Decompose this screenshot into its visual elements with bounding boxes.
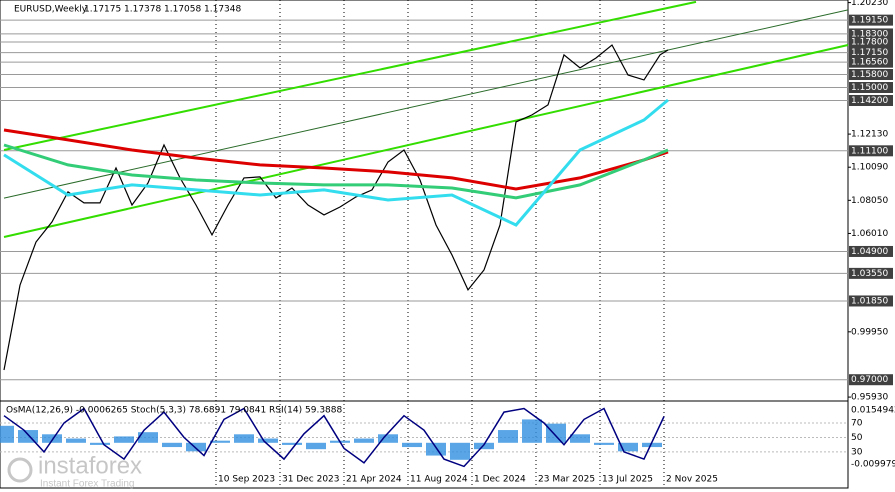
y-tick-label: 0.99950 (851, 327, 888, 337)
osma-bar (114, 436, 134, 443)
x-tick-label: 11 Aug 2024 (410, 475, 468, 485)
osma-bar (18, 430, 38, 443)
level-box (849, 28, 893, 40)
osma-bar (258, 438, 278, 443)
level-box (849, 14, 893, 26)
osma-bar (66, 438, 86, 443)
osma-bar (42, 434, 62, 443)
price-line (3, 128, 669, 191)
x-tick-label: 2 Nov 2025 (666, 475, 718, 485)
x-tick-label: 21 Apr 2024 (346, 475, 402, 485)
osma-bar (618, 442, 638, 452)
osma-bar (642, 442, 662, 448)
level-label: 1.17150 (851, 48, 888, 58)
osma-bar (594, 442, 614, 445)
osma-bar (162, 442, 182, 448)
y-tick-label: 1.20230 (851, 0, 888, 8)
trendline (3, 0, 697, 151)
level-label: 1.16560 (851, 58, 888, 68)
osma-bar (234, 434, 254, 443)
x-tick-label: 10 Sep 2023 (218, 475, 275, 485)
watermark-sub: Instant Forex Trading (40, 479, 135, 490)
level-label: 0.97000 (851, 375, 888, 385)
osma-bar (354, 438, 374, 443)
ohlc-value: 1.17378 (124, 5, 161, 15)
level-box (849, 94, 893, 106)
y-tick-label: 1.06010 (851, 229, 888, 239)
x-tick-label: 23 Mar 2025 (538, 475, 595, 485)
ohlc-value: 1.17058 (164, 5, 201, 15)
level-box (849, 69, 893, 81)
osma-bar (570, 434, 590, 443)
indicator-title: OsMA(12,26,9) -0.0006265 Stoch(5,3,3) 78… (6, 406, 342, 416)
x-tick-label: 31 Dec 2023 (282, 475, 340, 485)
price-line (3, 143, 669, 200)
level-label: 1.03550 (851, 269, 888, 279)
level-box (849, 82, 893, 93)
osma-bar (186, 442, 206, 452)
ohlc-value: 1.17175 (84, 5, 121, 15)
level-box (849, 145, 893, 157)
y-tick-label: 1.08050 (851, 196, 888, 206)
price-line (3, 44, 669, 371)
level-label: 1.01850 (851, 296, 888, 306)
level-label: 1.19150 (851, 16, 888, 26)
osma-bar (138, 432, 158, 443)
stoch-line (3, 407, 665, 468)
ohlc-value: 1.17348 (204, 5, 241, 15)
trendline (3, 9, 849, 199)
logo (7, 457, 33, 483)
level-box (849, 47, 893, 59)
x-tick-label: 1 Dec 2024 (474, 475, 526, 485)
osma-bar (378, 434, 398, 443)
osma-bar (402, 442, 422, 448)
indicator-tick-label: -0.009979 (851, 460, 895, 470)
level-label: 1.14200 (851, 96, 888, 106)
watermark: instaforex (38, 452, 142, 479)
indicator-tick-label: 70 (851, 418, 863, 428)
indicator-tick-label: 0.0154942 (851, 405, 895, 415)
osma-bar (306, 442, 326, 450)
level-label: 1.15800 (851, 70, 888, 80)
osma-bar (90, 442, 110, 445)
osma-bar (522, 419, 542, 443)
osma-bar (210, 440, 230, 443)
level-box (849, 295, 893, 307)
level-label: 1.15000 (851, 83, 888, 93)
trendline (3, 44, 849, 238)
y-tick-label: 0.95930 (851, 393, 888, 403)
level-box (849, 56, 893, 68)
level-box (849, 374, 893, 386)
osma-bar (0, 425, 14, 443)
chart-title: EURUSD,Weekly (14, 5, 88, 15)
osma-bar (498, 430, 518, 443)
osma-bar (474, 442, 494, 450)
level-box (849, 245, 893, 257)
level-label: 1.17800 (851, 38, 888, 48)
x-tick-label: 13 Jul 2025 (602, 475, 653, 485)
level-label: 1.18300 (851, 29, 888, 39)
plot-frame (0, 0, 849, 489)
osma-bar (546, 423, 566, 443)
indicator-tick-label: 30 (851, 447, 863, 457)
osma-bar (426, 442, 446, 456)
price-line (3, 98, 669, 227)
level-box (849, 36, 893, 48)
y-tick-label: 1.10090 (851, 163, 888, 173)
osma-bar (450, 442, 470, 460)
indicator-tick-label: 50 (851, 433, 863, 443)
y-tick-label: 1.12130 (851, 130, 888, 140)
level-box (849, 267, 893, 279)
level-label: 1.04900 (851, 247, 888, 257)
level-label: 1.11100 (851, 146, 888, 156)
osma-bar (282, 442, 302, 445)
